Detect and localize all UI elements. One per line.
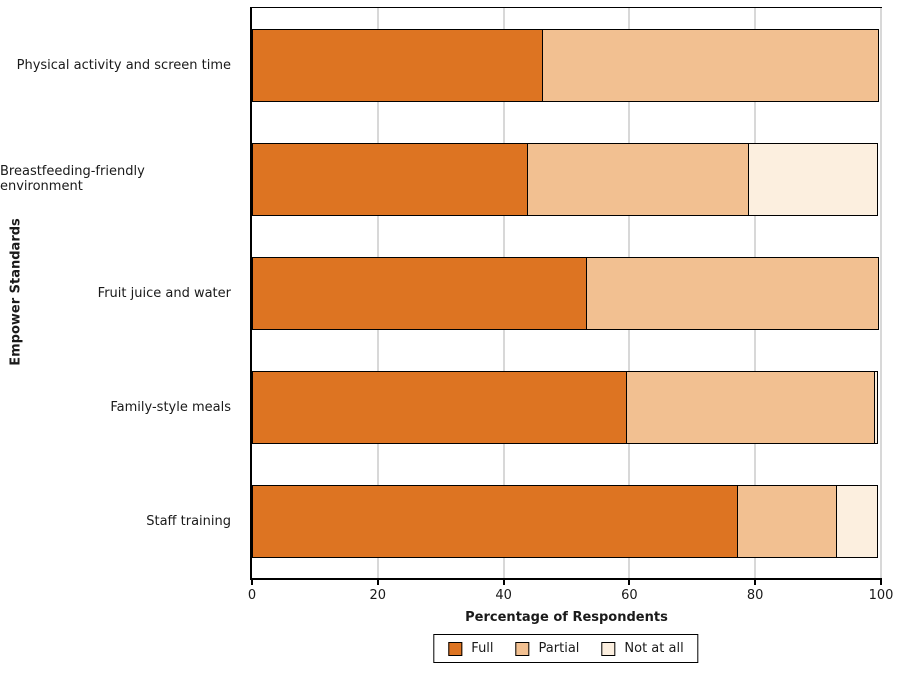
legend-swatch-partial bbox=[515, 641, 530, 656]
x-axis-title: Percentage of Respondents bbox=[465, 610, 668, 625]
legend-label-not-at-all: Not at all bbox=[624, 641, 684, 656]
x-tick-label-20: 20 bbox=[369, 588, 387, 603]
x-tick-label-80: 80 bbox=[746, 588, 764, 603]
x-tick-mark-20 bbox=[376, 580, 379, 585]
legend: Full Partial Not at all bbox=[433, 634, 699, 663]
legend-item-full: Full bbox=[448, 641, 494, 656]
bar-row-family-style-meals bbox=[252, 350, 881, 464]
bar-row-staff-training bbox=[252, 464, 881, 578]
category-label-family-style-meals: Family-style meals bbox=[110, 399, 231, 415]
x-axis-line bbox=[250, 578, 882, 580]
x-tick-label-60: 60 bbox=[621, 588, 638, 603]
stacked-bar-family-style-meals bbox=[252, 370, 881, 444]
x-tick-label-0: 0 bbox=[247, 588, 257, 603]
bar-row-breastfeeding-friendly-environment bbox=[252, 122, 881, 236]
x-tick-mark-100 bbox=[880, 580, 882, 585]
stacked-bar-fruit-juice-and-water bbox=[252, 256, 881, 330]
legend-item-partial: Partial bbox=[515, 641, 580, 656]
category-label-physical-activity-and-screen-time: Physical activity and screen time bbox=[16, 57, 231, 73]
bar-segment-partial bbox=[737, 484, 838, 558]
legend-label-full: Full bbox=[471, 641, 494, 656]
x-tick-mark-0 bbox=[251, 580, 253, 585]
bar-segment-partial bbox=[527, 142, 750, 216]
x-tick-mark-80 bbox=[754, 580, 757, 585]
legend-label-partial: Partial bbox=[538, 641, 580, 656]
x-tick-label-40: 40 bbox=[495, 588, 512, 603]
category-axis-labels: Physical activity and screen time Breastf… bbox=[0, 8, 241, 578]
x-tick-label-100: 100 bbox=[868, 588, 894, 603]
stacked-bar-breastfeeding-friendly-environment bbox=[252, 142, 881, 216]
x-tick-labels: 0 20 40 60 80 100 bbox=[248, 588, 894, 604]
plot-area bbox=[252, 8, 882, 578]
bar-row-physical-activity-and-screen-time bbox=[252, 8, 881, 122]
plot-top-border bbox=[252, 7, 882, 8]
x-tick-marks bbox=[251, 580, 882, 585]
bar-segment-full bbox=[252, 484, 739, 558]
x-tick-mark-60 bbox=[628, 580, 631, 585]
bar-segment-full bbox=[252, 142, 529, 216]
bar-segment-partial bbox=[542, 28, 880, 102]
bar-segment-not-at-all bbox=[873, 370, 878, 444]
stacked-bar-physical-activity-and-screen-time bbox=[252, 28, 881, 102]
bar-segment-full bbox=[252, 256, 588, 330]
category-label-staff-training: Staff training bbox=[146, 513, 231, 529]
bar-segment-partial bbox=[626, 370, 876, 444]
bar-segment-not-at-all bbox=[836, 484, 878, 558]
x-tick-mark-40 bbox=[502, 580, 505, 585]
legend-item-not-at-all: Not at all bbox=[601, 641, 684, 656]
gridline-100 bbox=[880, 8, 882, 578]
bars-layer bbox=[252, 8, 881, 578]
bar-segment-not-at-all bbox=[747, 142, 878, 216]
category-label-fruit-juice-and-water: Fruit juice and water bbox=[97, 285, 231, 301]
bar-segment-partial bbox=[585, 256, 880, 330]
legend-swatch-full bbox=[448, 641, 463, 656]
bar-row-fruit-juice-and-water bbox=[252, 236, 881, 350]
stacked-bar-staff-training bbox=[252, 484, 881, 558]
bar-segment-full bbox=[252, 370, 628, 444]
category-label-breastfeeding-friendly-environment: Breastfeeding-friendly environment bbox=[0, 164, 145, 194]
bar-segment-full bbox=[252, 28, 544, 102]
legend-swatch-not-at-all bbox=[601, 641, 616, 656]
y-axis-line bbox=[250, 7, 252, 580]
